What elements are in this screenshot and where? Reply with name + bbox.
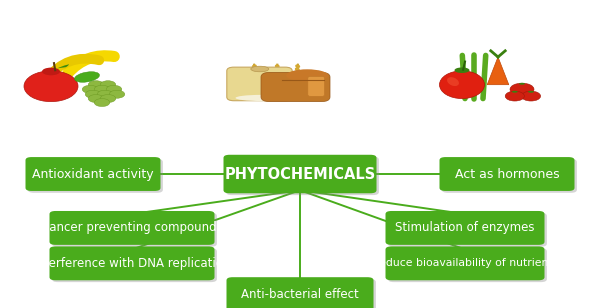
- Ellipse shape: [295, 67, 300, 71]
- Text: Reduce bioavailability of nutrients: Reduce bioavailability of nutrients: [372, 258, 558, 268]
- FancyBboxPatch shape: [229, 279, 376, 308]
- Ellipse shape: [528, 91, 534, 93]
- Circle shape: [94, 99, 110, 107]
- FancyArrowPatch shape: [68, 56, 114, 73]
- Circle shape: [505, 91, 524, 101]
- Ellipse shape: [251, 66, 269, 72]
- Circle shape: [88, 95, 104, 103]
- Ellipse shape: [439, 71, 485, 99]
- FancyBboxPatch shape: [52, 213, 217, 247]
- Text: Cancer preventing compounds: Cancer preventing compounds: [41, 221, 223, 234]
- Ellipse shape: [512, 91, 518, 93]
- Text: Act as hormones: Act as hormones: [455, 168, 559, 180]
- Ellipse shape: [274, 74, 279, 77]
- Text: Antioxidant activity: Antioxidant activity: [32, 168, 154, 180]
- FancyBboxPatch shape: [388, 248, 547, 282]
- FancyBboxPatch shape: [261, 72, 330, 102]
- Ellipse shape: [275, 64, 280, 68]
- FancyBboxPatch shape: [439, 157, 575, 191]
- Circle shape: [94, 85, 110, 93]
- Circle shape: [510, 83, 534, 95]
- Ellipse shape: [252, 67, 257, 71]
- Circle shape: [109, 90, 125, 98]
- Text: Interference with DNA replication: Interference with DNA replication: [34, 257, 230, 270]
- Ellipse shape: [24, 71, 78, 102]
- Ellipse shape: [253, 74, 258, 77]
- FancyBboxPatch shape: [388, 213, 547, 247]
- FancyBboxPatch shape: [386, 246, 545, 280]
- FancyBboxPatch shape: [49, 211, 215, 245]
- Ellipse shape: [275, 67, 280, 71]
- Ellipse shape: [447, 77, 459, 86]
- Circle shape: [100, 95, 116, 103]
- Ellipse shape: [294, 74, 299, 77]
- FancyBboxPatch shape: [386, 211, 545, 245]
- Text: PHYTOCHEMICALS: PHYTOCHEMICALS: [224, 167, 376, 181]
- Circle shape: [82, 85, 98, 93]
- FancyBboxPatch shape: [52, 248, 217, 282]
- FancyBboxPatch shape: [223, 155, 377, 193]
- Ellipse shape: [295, 71, 299, 74]
- Ellipse shape: [519, 83, 525, 85]
- Ellipse shape: [235, 95, 287, 101]
- Ellipse shape: [74, 72, 100, 82]
- FancyBboxPatch shape: [49, 246, 215, 280]
- Ellipse shape: [42, 67, 60, 75]
- Ellipse shape: [253, 71, 257, 74]
- FancyBboxPatch shape: [308, 76, 325, 96]
- Ellipse shape: [286, 69, 328, 82]
- FancyBboxPatch shape: [26, 157, 160, 191]
- PathPatch shape: [487, 57, 509, 85]
- FancyArrowPatch shape: [47, 59, 100, 79]
- Circle shape: [97, 90, 113, 98]
- Circle shape: [85, 90, 101, 98]
- Ellipse shape: [252, 64, 257, 68]
- Circle shape: [106, 85, 122, 93]
- FancyBboxPatch shape: [227, 67, 292, 101]
- Circle shape: [88, 81, 104, 89]
- Circle shape: [100, 81, 116, 89]
- PathPatch shape: [57, 64, 69, 68]
- Ellipse shape: [455, 67, 469, 73]
- FancyBboxPatch shape: [227, 277, 374, 308]
- Circle shape: [521, 91, 541, 101]
- Text: Stimulation of enzymes: Stimulation of enzymes: [395, 221, 535, 234]
- FancyBboxPatch shape: [226, 156, 379, 195]
- Ellipse shape: [295, 64, 300, 68]
- Text: Anti-bacterial effect: Anti-bacterial effect: [241, 288, 359, 301]
- FancyBboxPatch shape: [28, 159, 163, 193]
- Ellipse shape: [275, 71, 280, 74]
- FancyBboxPatch shape: [442, 159, 577, 193]
